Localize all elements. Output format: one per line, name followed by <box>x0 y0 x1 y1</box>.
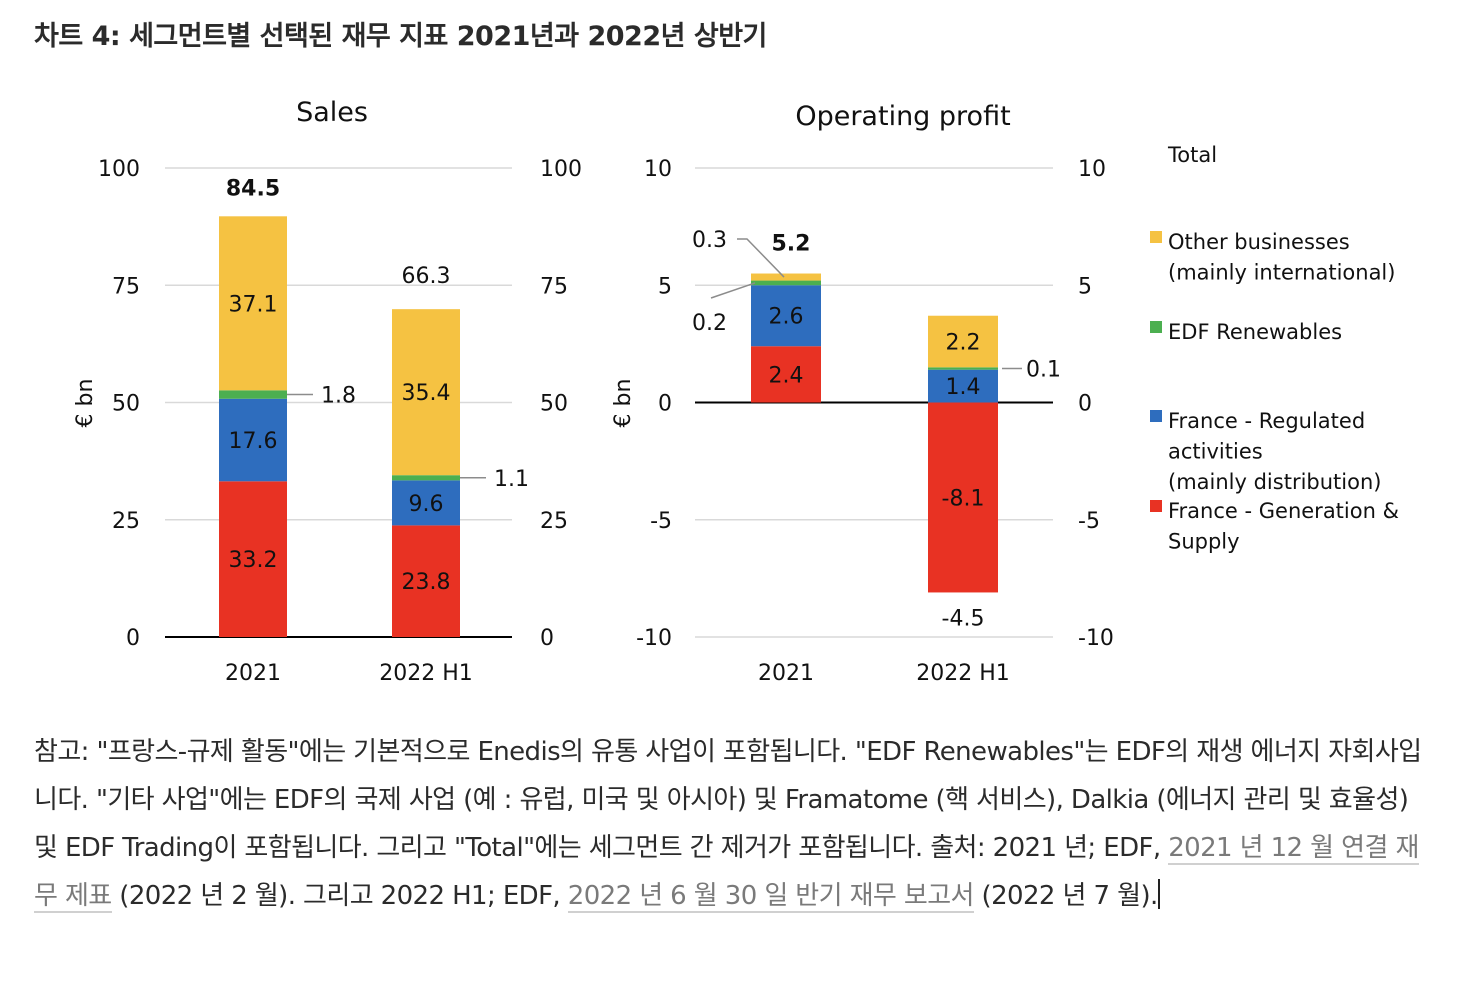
profit-segment-label: -8.1 <box>942 486 985 511</box>
sales-total-label: 84.5 <box>226 176 280 201</box>
legend-item-label: (mainly international) <box>1168 261 1395 285</box>
sales-ytick-right: 50 <box>540 392 568 417</box>
sales-bar-segment-france-generation <box>392 525 460 637</box>
sales-ytick-right: 0 <box>540 626 554 651</box>
profit-segment-label: 2.6 <box>769 305 804 330</box>
sales-ytick-right: 25 <box>540 509 568 534</box>
profit-callout-label: 0.3 <box>692 228 727 253</box>
profit-ytick-right: 10 <box>1078 157 1106 182</box>
sales-xtick-label: 2022 H1 <box>379 661 473 686</box>
profit-bar-segment-france-generation <box>751 346 821 403</box>
sales-ytick-right: 75 <box>540 274 568 299</box>
sales-ytick-right: 100 <box>540 157 582 182</box>
profit-bar-segment-other-businesses <box>751 273 821 281</box>
legend-item-label: EDF Renewables <box>1168 320 1342 344</box>
profit-ytick-left: 10 <box>644 157 672 182</box>
sales-xtick-label: 2021 <box>225 661 281 686</box>
profit-ytick-left: 0 <box>658 392 672 417</box>
sales-bar-segment-france-regulated <box>219 398 287 482</box>
sales-segment-label: 9.6 <box>409 492 444 517</box>
profit-xtick-label: 2022 H1 <box>916 661 1010 686</box>
profit-chart-title: Operating profit <box>795 101 1010 132</box>
legend-item-label: France - Regulated <box>1168 409 1365 433</box>
profit-ytick-left: -5 <box>650 509 672 534</box>
sales-segment-label: 17.6 <box>229 429 278 454</box>
notes-text: (2022 년 7 월). <box>973 881 1159 911</box>
sales-ytick-left: 0 <box>126 626 140 651</box>
profit-xtick-label: 2021 <box>758 661 814 686</box>
sales-bar-segment-other-businesses <box>219 216 287 391</box>
profit-ylabel: € bn <box>611 379 636 428</box>
sales-ytick-left: 100 <box>98 157 140 182</box>
profit-ytick-left: -10 <box>636 626 672 651</box>
sales-callout-label: 1.1 <box>494 467 529 492</box>
sales-bar-segment-france-regulated <box>392 480 460 526</box>
profit-ytick-right: -10 <box>1078 626 1114 651</box>
profit-total-label: -4.5 <box>942 606 985 631</box>
source-link-2022[interactable]: 2022 년 6 월 30 일 반기 재무 보고서 <box>567 881 974 913</box>
profit-bar-segment-edf-renewables <box>751 280 821 286</box>
text-cursor <box>1157 879 1160 909</box>
profit-bar-segment-other-businesses <box>928 315 998 368</box>
legend-item-label: Supply <box>1168 530 1240 554</box>
legend-item-label: Other businesses <box>1168 230 1350 254</box>
sales-ytick-left: 25 <box>112 509 140 534</box>
sales-callout-label: 1.8 <box>321 384 356 409</box>
profit-bar-segment-france-regulated <box>928 369 998 403</box>
legend-swatch-other-businesses <box>1150 231 1162 243</box>
legend-swatch-france-generation <box>1150 500 1162 512</box>
sales-total-label: 66.3 <box>402 264 451 289</box>
sales-bar-segment-edf-renewables <box>219 390 287 399</box>
profit-callout-label: 0.2 <box>692 311 727 336</box>
profit-callout-line <box>710 282 756 299</box>
legend-swatch-france-regulated <box>1150 410 1162 422</box>
profit-ytick-right: 0 <box>1078 392 1092 417</box>
notes-paragraph: 참고: "프랑스-규제 활동"에는 기본적으로 Enedis의 유통 사업이 포… <box>34 728 1434 920</box>
sales-segment-label: 33.2 <box>229 548 278 573</box>
sales-bar-segment-france-generation <box>219 481 287 637</box>
profit-segment-label: 1.4 <box>946 375 981 400</box>
page-title: 차트 4: 세그먼트별 선택된 재무 지표 2021년과 2022년 상반기 <box>34 21 767 52</box>
sales-segment-label: 35.4 <box>402 381 451 406</box>
legend-item-label: (mainly distribution) <box>1168 470 1381 494</box>
sales-segment-label: 23.8 <box>402 570 451 595</box>
legend-item-label: France - Generation & <box>1168 499 1399 523</box>
profit-segment-label: 2.2 <box>946 331 981 356</box>
profit-bar-segment-edf-renewables <box>928 367 998 370</box>
profit-bar-segment-france-generation <box>928 402 998 593</box>
profit-ytick-right: -5 <box>1078 509 1100 534</box>
profit-total-label: 5.2 <box>772 232 811 257</box>
profit-bar-segment-france-regulated <box>751 285 821 347</box>
source-link-2021[interactable]: 2021 년 12 월 연결 재무 제표 <box>34 833 1419 913</box>
profit-segment-label: 2.4 <box>769 363 804 388</box>
sales-segment-label: 37.1 <box>229 292 278 317</box>
sales-bar-segment-edf-renewables <box>392 475 460 481</box>
profit-callout-line <box>737 238 785 278</box>
sales-ylabel: € bn <box>73 379 98 428</box>
notes-text: (2022 년 2 월). 그리고 2022 H1; EDF, <box>111 881 568 911</box>
legend-total-label: Total <box>1167 143 1217 167</box>
sales-bar-segment-other-businesses <box>392 309 460 476</box>
legend-item-label: activities <box>1168 440 1263 464</box>
legend-swatch-edf-renewables <box>1150 321 1162 333</box>
sales-ytick-left: 75 <box>112 274 140 299</box>
profit-ytick-left: 5 <box>658 274 672 299</box>
profit-callout-label: 0.1 <box>1026 357 1061 382</box>
profit-ytick-right: 5 <box>1078 274 1092 299</box>
sales-chart-title: Sales <box>296 97 368 128</box>
sales-ytick-left: 50 <box>112 392 140 417</box>
notes-text: 참고: "프랑스-규제 활동"에는 기본적으로 Enedis의 유통 사업이 포… <box>34 737 1422 863</box>
